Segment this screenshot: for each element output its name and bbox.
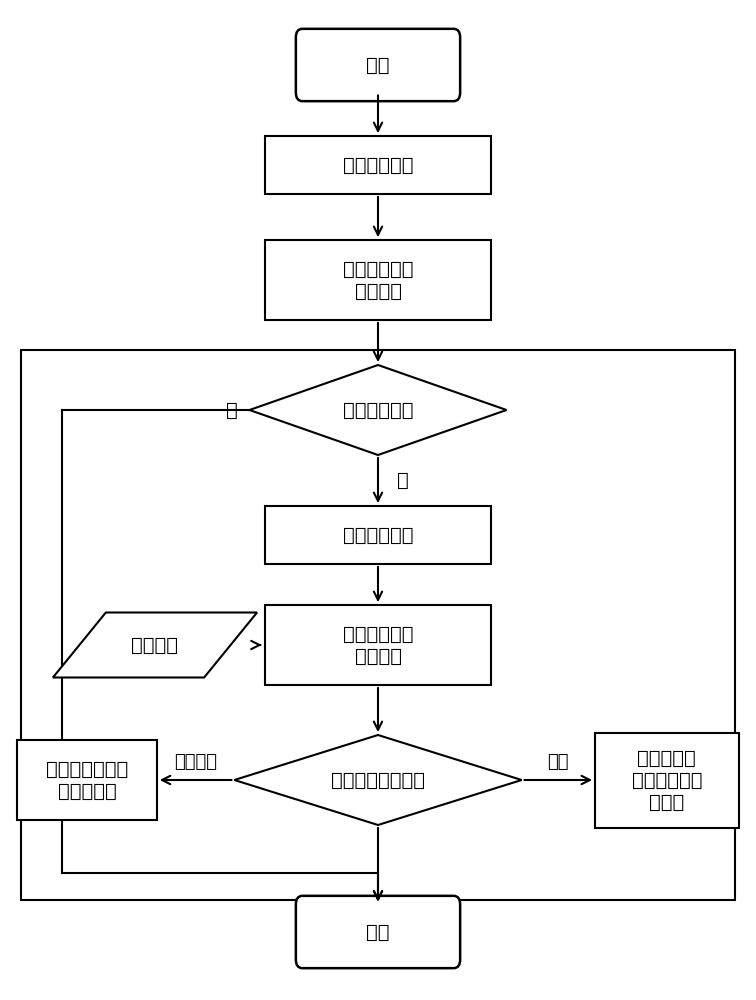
- FancyBboxPatch shape: [17, 740, 157, 820]
- Polygon shape: [234, 735, 522, 825]
- FancyBboxPatch shape: [265, 506, 491, 564]
- FancyBboxPatch shape: [265, 240, 491, 320]
- Text: 调用栈池: 调用栈池: [132, 636, 178, 654]
- FancyBboxPatch shape: [296, 896, 460, 968]
- Text: 开始执行: 开始执行: [174, 753, 217, 771]
- Text: 开始执行还是返回: 开始执行还是返回: [331, 770, 425, 790]
- Text: 读取一条记录: 读取一条记录: [342, 526, 414, 544]
- Polygon shape: [249, 365, 507, 455]
- Text: 结束: 结束: [366, 922, 390, 942]
- Text: 创建调用栈池: 创建调用栈池: [342, 155, 414, 174]
- Text: 文件读取到底: 文件读取到底: [342, 400, 414, 420]
- FancyBboxPatch shape: [21, 350, 735, 900]
- FancyBboxPatch shape: [265, 136, 491, 194]
- FancyBboxPatch shape: [595, 732, 739, 828]
- FancyBboxPatch shape: [296, 29, 460, 101]
- Text: 否: 否: [397, 471, 409, 490]
- Text: 开始: 开始: [366, 55, 390, 75]
- Text: 是: 是: [226, 400, 238, 420]
- Polygon shape: [53, 612, 257, 678]
- Text: 新建函数调用，
压入调用栈: 新建函数调用， 压入调用栈: [46, 760, 128, 800]
- Text: 根据线程号获
取调用栈: 根据线程号获 取调用栈: [342, 624, 414, 666]
- Text: 读取调用序列
记录文件: 读取调用序列 记录文件: [342, 259, 414, 300]
- Text: 弹出栈顶调
用，存入返回
值信息: 弹出栈顶调 用，存入返回 值信息: [631, 748, 702, 812]
- FancyBboxPatch shape: [265, 605, 491, 685]
- Text: 返回: 返回: [547, 753, 569, 771]
